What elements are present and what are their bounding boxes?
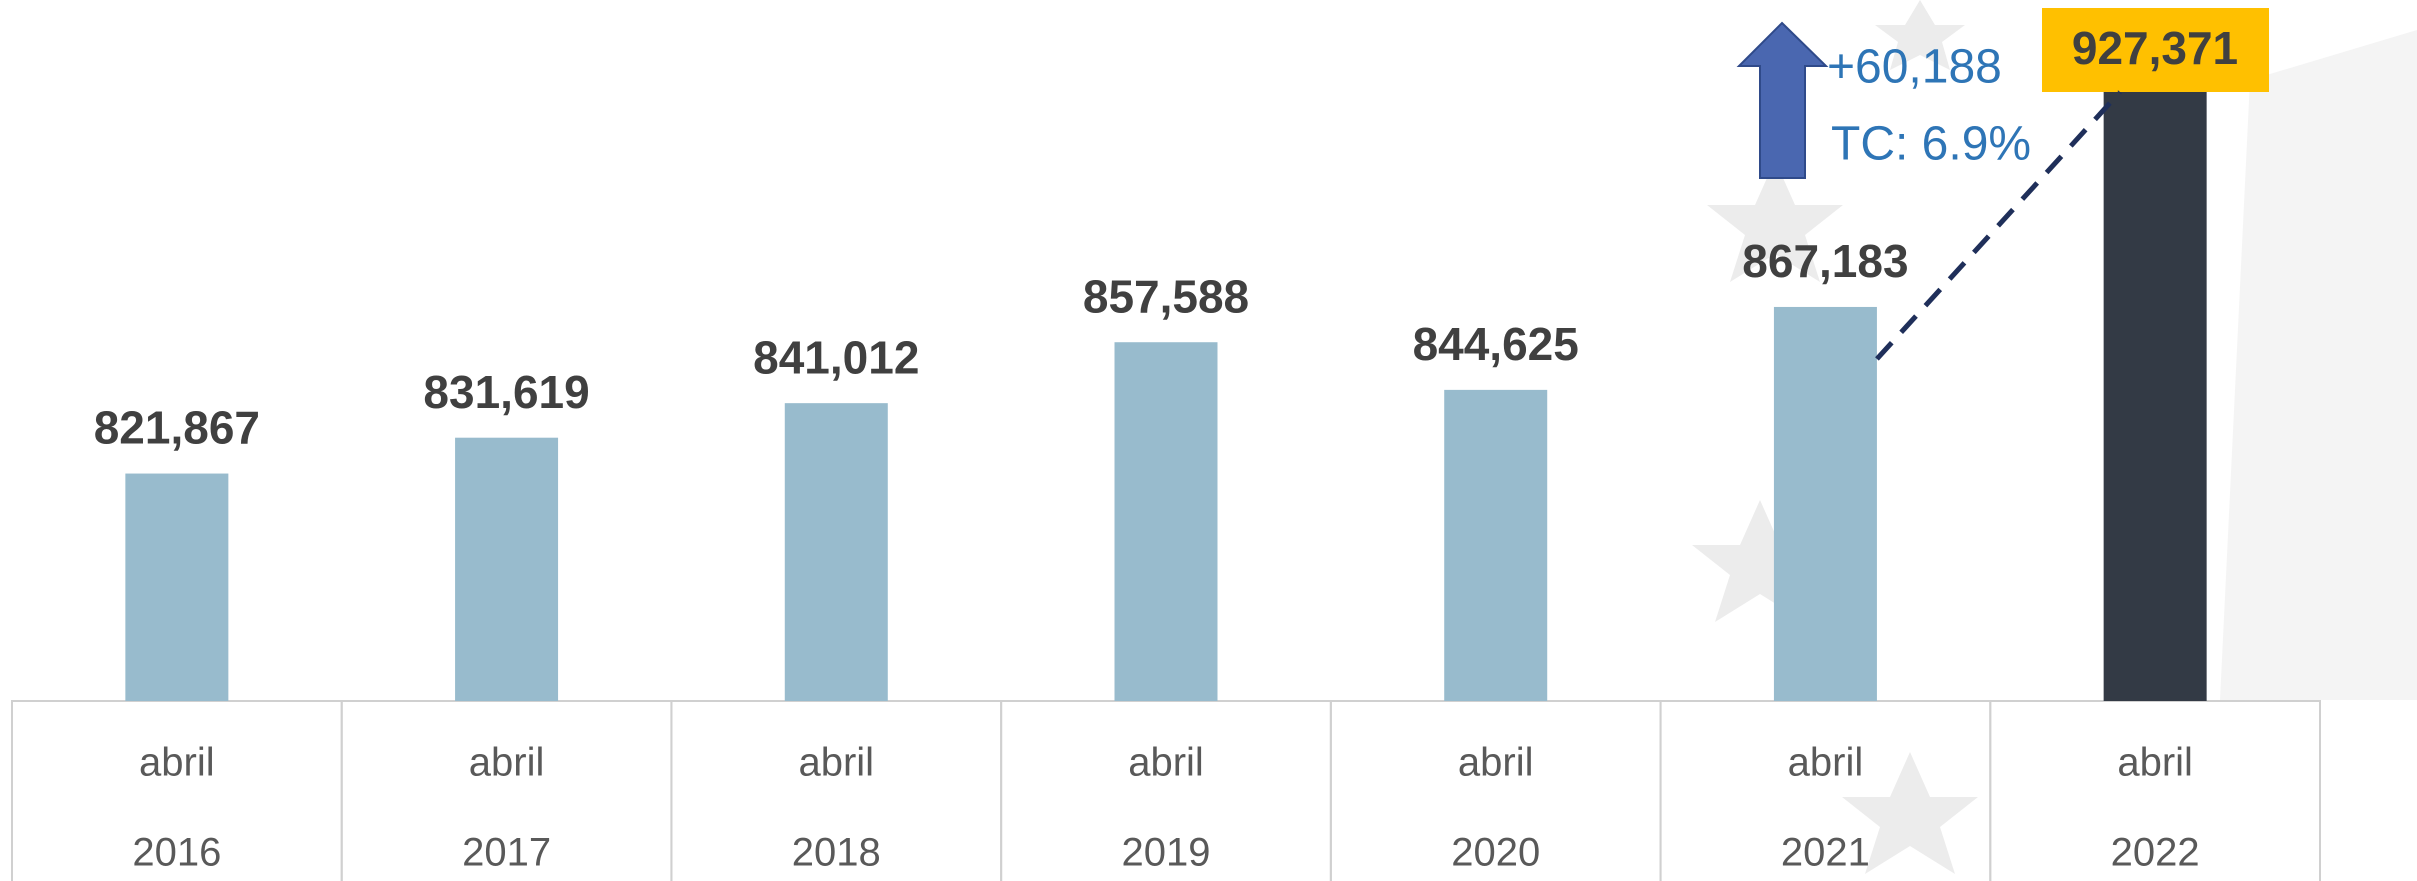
value-label: 841,012 xyxy=(753,331,919,383)
x-tick-label: 2022 xyxy=(2111,831,2200,875)
x-tick-label: abril xyxy=(798,741,874,785)
x-tick-label: 2018 xyxy=(792,831,881,875)
x-tick-label: abril xyxy=(2117,741,2193,785)
x-tick-label: abril xyxy=(1128,741,1204,785)
difference-annotation: +60,188 xyxy=(1827,41,2002,94)
x-tick-label: 2020 xyxy=(1451,831,1540,875)
chart: abril 2016 abril 2017 abril 2018 abril 2019 abri… xyxy=(0,0,2417,881)
value-label: 857,588 xyxy=(1083,270,1249,322)
value-label: 821,867 xyxy=(94,402,260,454)
increase-arrow xyxy=(1739,23,1826,178)
x-tick-label: 2019 xyxy=(1122,831,1211,875)
growth-rate-annotation: TC: 6.9% xyxy=(1831,118,2031,171)
bar xyxy=(1444,390,1547,701)
x-tick-label: 2016 xyxy=(132,831,221,875)
bar xyxy=(785,403,888,701)
value-label: 927,371 xyxy=(2072,22,2238,74)
value-label: 844,625 xyxy=(1413,318,1579,370)
value-label: 831,619 xyxy=(423,366,589,418)
x-tick-label: abril xyxy=(469,741,545,785)
bar xyxy=(1774,307,1877,701)
x-tick-label: 2021 xyxy=(1781,831,1870,875)
value-label: 867,183 xyxy=(1742,235,1908,287)
bar xyxy=(2104,86,2207,701)
bar xyxy=(455,438,558,701)
x-tick-label: abril xyxy=(139,741,215,785)
x-tick-label: 2017 xyxy=(462,831,551,875)
bar xyxy=(1115,342,1218,701)
bar xyxy=(125,474,228,701)
x-tick-label: abril xyxy=(1788,741,1864,785)
x-tick-label: abril xyxy=(1458,741,1534,785)
